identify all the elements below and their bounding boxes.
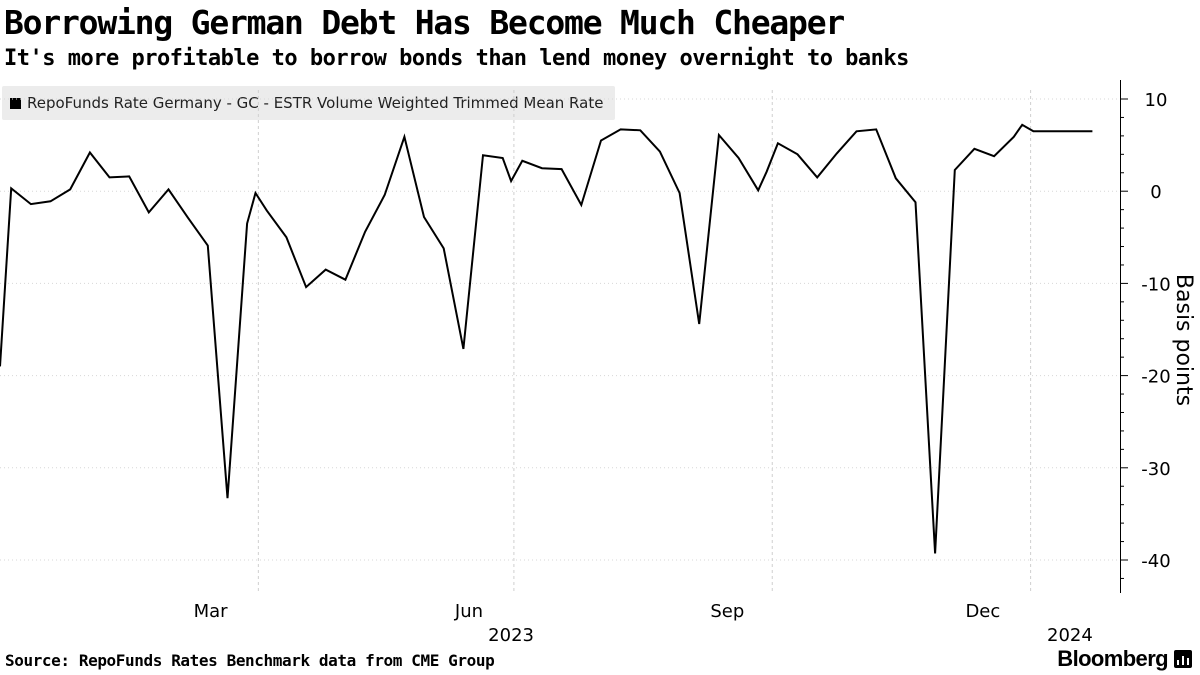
y-tick-label: 10 — [1145, 90, 1168, 111]
x-tick-label: Jun — [454, 601, 483, 622]
x-tick-label: 2023 — [488, 625, 534, 646]
series-line-0 — [0, 123, 1093, 554]
legend-swatch — [10, 97, 21, 109]
y-axis: 10 0 -10 -20 -30 -40 — [1120, 80, 1171, 593]
bar-chart-icon — [1174, 650, 1192, 668]
x-axis: Mar Jun Sep Dec 2023 2024 — [194, 601, 1093, 646]
x-tick-label: 2024 — [1047, 625, 1093, 646]
x-tick-label: Sep — [710, 601, 744, 622]
y-tick-label: -40 — [1141, 551, 1170, 572]
x-tick-label: Dec — [965, 601, 1000, 622]
chart-title: Borrowing German Debt Has Become Much Ch… — [4, 3, 845, 42]
legend: RepoFunds Rate Germany - GC - ESTR Volum… — [2, 86, 616, 120]
chart-subtitle: It's more profitable to borrow bonds tha… — [4, 46, 909, 71]
source-note: Source: RepoFunds Rates Benchmark data f… — [5, 651, 495, 670]
y-axis-title: Basis points — [1171, 274, 1196, 406]
x-tick-label: Mar — [194, 601, 229, 622]
bloomberg-logo-text: Bloomberg — [1057, 646, 1168, 671]
gridlines — [0, 90, 1120, 593]
y-tick-label: -20 — [1141, 367, 1170, 388]
brand: Bloomberg — [1057, 646, 1192, 672]
y-tick-label: -30 — [1141, 459, 1170, 480]
y-tick-label: 0 — [1150, 182, 1161, 203]
y-tick-label: -10 — [1141, 274, 1170, 295]
legend-label: RepoFunds Rate Germany - GC - ESTR Volum… — [27, 94, 604, 112]
series-layer — [0, 123, 1093, 554]
